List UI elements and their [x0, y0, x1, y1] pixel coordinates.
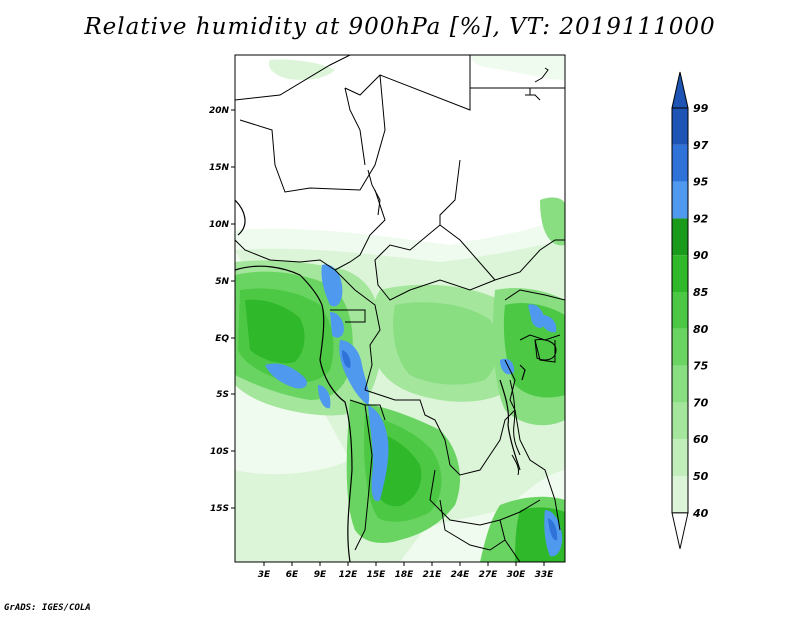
lon-tick-label: 12E	[339, 570, 359, 580]
map-title: Relative humidity at 900hPa [%], VT: 201…	[84, 14, 716, 40]
colorbar-segment	[672, 292, 688, 329]
colorbar-label: 70	[693, 396, 709, 409]
longitude-axis: 3E 6E 9E 12E 15E 18E 21E 24E 27E 30E 33E	[258, 562, 554, 580]
colorbar-top-arrow	[671, 71, 689, 109]
lat-tick-label: 20N	[209, 106, 230, 116]
colorbar-label: 85	[693, 286, 709, 299]
lat-tick-label: 10N	[209, 220, 230, 230]
colorbar-label: 60	[693, 433, 709, 446]
colorbar-segment	[672, 218, 688, 256]
colorbar-label: 75	[693, 360, 709, 373]
colorbar-label: 95	[693, 176, 709, 189]
lat-tick-label: 5S	[216, 390, 229, 400]
colorbar-label: 97	[693, 139, 709, 152]
latitude-axis: 20N 15N 10N 5N EQ 5S 10S 15S	[209, 106, 235, 514]
colorbar-segment	[672, 255, 688, 292]
colorbar-label: 99	[693, 102, 709, 115]
lat-tick-label: 5N	[215, 277, 229, 287]
colorbar-label: 92	[693, 212, 709, 225]
colorbar: 40 50 60 70 75 80 85 90 92 95 97 99	[671, 71, 709, 549]
colorbar-segment	[672, 108, 688, 145]
lon-tick-label: 6E	[286, 570, 299, 580]
lon-tick-label: 30E	[507, 570, 527, 580]
lon-tick-label: 3E	[258, 570, 271, 580]
lat-tick-label: 10S	[210, 447, 229, 457]
colorbar-segment	[672, 476, 688, 513]
coastline	[235, 199, 526, 562]
lat-tick-label: 15S	[210, 504, 229, 514]
colorbar-segment	[672, 328, 688, 366]
colorbar-label: 90	[693, 249, 709, 262]
colorbar-outline	[671, 107, 689, 514]
lakes	[509, 339, 557, 476]
colorbar-segment	[672, 439, 688, 476]
footer-credit: GrADS: IGES/COLA	[4, 603, 91, 613]
colorbar-segment	[672, 144, 688, 182]
map-frame	[234, 54, 566, 563]
lon-tick-label: 21E	[423, 570, 443, 580]
colorbar-segment	[672, 402, 688, 440]
lon-tick-label: 24E	[451, 570, 471, 580]
colorbar-segment	[672, 365, 688, 403]
humidity-field	[235, 55, 565, 562]
lon-tick-label: 18E	[395, 570, 415, 580]
lat-tick-label: EQ	[215, 334, 229, 344]
colorbar-segment	[672, 181, 688, 219]
lat-tick-label: 15N	[209, 163, 230, 173]
lon-tick-label: 9E	[314, 570, 327, 580]
colorbar-label: 80	[693, 323, 709, 336]
colorbar-label: 50	[693, 470, 709, 483]
lon-tick-label: 33E	[535, 570, 555, 580]
country-borders	[235, 55, 565, 562]
colorbar-bottom-arrow	[671, 512, 689, 549]
colorbar-label: 40	[692, 507, 709, 520]
lon-tick-label: 15E	[367, 570, 387, 580]
lon-tick-label: 27E	[479, 570, 499, 580]
